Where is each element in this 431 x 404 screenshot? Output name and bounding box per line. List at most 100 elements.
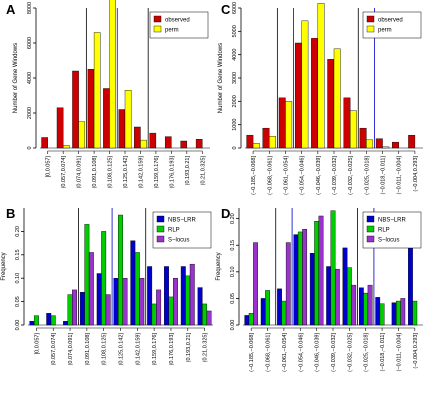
bar — [359, 127, 367, 149]
x-tick-label: (0.125,0.142] — [123, 156, 129, 189]
bar — [62, 145, 70, 149]
y-tick-label: 0.10 — [15, 273, 21, 284]
bar — [253, 242, 258, 326]
legend-entry: S−locus — [378, 238, 400, 244]
bar — [180, 140, 188, 149]
y-axis-label: Number of Gene Windows — [218, 43, 224, 113]
bar — [185, 275, 191, 326]
bar — [202, 303, 208, 326]
x-tick-label: (−0.004,0.293] — [413, 333, 419, 369]
legend-swatch — [156, 235, 165, 243]
bar — [349, 110, 357, 149]
bar — [172, 278, 178, 326]
legend-entry: perm — [378, 28, 392, 34]
bar — [113, 278, 119, 326]
bar — [327, 59, 335, 149]
legend-entry: perm — [165, 28, 179, 34]
bar — [149, 132, 157, 149]
legend-swatch — [366, 215, 375, 223]
bar — [412, 300, 418, 326]
panel-label: D — [221, 206, 230, 221]
y-tick-label: 4000 — [232, 49, 238, 61]
legend-entry: observed — [165, 18, 190, 24]
bar — [164, 136, 172, 149]
x-tick-label: (0.142,0.159] — [138, 156, 144, 189]
x-tick-label: (0.091,0.108] — [92, 156, 98, 189]
legend-box — [149, 11, 209, 39]
bar — [134, 252, 140, 326]
x-tick-label: (0.057,0.074] — [51, 333, 57, 366]
bar — [147, 266, 153, 326]
bar — [67, 294, 73, 326]
bar — [180, 266, 186, 326]
x-tick-label: (−0.011,−0.004] — [396, 333, 402, 372]
bar — [101, 231, 107, 326]
bar — [156, 289, 162, 326]
bar — [87, 69, 95, 149]
bar — [105, 294, 111, 326]
x-tick-label: (−0.025,−0.018] — [364, 333, 370, 372]
x-tick-label: (0.21,0.325] — [203, 333, 209, 363]
bar — [408, 247, 413, 326]
bar — [63, 321, 69, 326]
y-axis-label: Frequency — [1, 252, 7, 280]
bar — [366, 139, 374, 149]
y-tick-label: 1000 — [232, 119, 238, 131]
bar — [375, 297, 381, 326]
bar — [151, 303, 157, 326]
bar — [168, 296, 174, 326]
x-tick-label: (0.108,0.125] — [102, 333, 108, 366]
y-tick-label: 0 — [27, 146, 33, 149]
legend-swatch — [153, 15, 162, 23]
legend-entry: NBS−LRR — [168, 218, 197, 224]
bar — [309, 253, 315, 326]
x-tick-label: (−0.185,−0.068] — [249, 333, 255, 372]
x-tick-label: (0.108,0.125] — [108, 156, 114, 189]
x-tick-label: (−0.032,−0.025] — [347, 333, 353, 372]
x-tick-label: (0.21,0.325] — [200, 156, 206, 186]
bar — [122, 278, 128, 326]
x-tick-label: (0.159,0.176] — [152, 333, 158, 366]
bar — [269, 136, 276, 149]
y-tick-label: 5000 — [232, 25, 238, 37]
bar — [206, 310, 212, 326]
bar — [334, 268, 340, 326]
bar — [103, 88, 110, 149]
bar — [375, 138, 383, 149]
legend-entry: NBS−LRR — [378, 218, 407, 224]
legend-swatch — [366, 235, 375, 243]
y-tick-label: 2000 — [27, 107, 33, 119]
bar — [314, 221, 320, 326]
bar — [358, 287, 364, 326]
y-tick-label: 6000 — [27, 37, 33, 49]
bar — [278, 97, 286, 149]
bar — [134, 126, 141, 149]
x-tick-label: (−0.054,−0.046] — [300, 156, 306, 195]
bar — [343, 97, 351, 149]
panel-a: A 0 2000 4000 6000 8000 Number of Gene Windows… — [6, 0, 210, 188]
bar — [294, 42, 302, 149]
y-tick-label: 8000 — [27, 2, 33, 14]
legend-entry: observed — [378, 18, 403, 24]
y-tick-label: 0.00 — [15, 320, 21, 331]
bar — [400, 298, 406, 326]
panel-label: C — [221, 2, 231, 17]
bar — [33, 315, 39, 326]
x-tick-label: (−0.068,−0.061] — [266, 333, 272, 372]
y-tick-label: 2000 — [232, 95, 238, 107]
x-tick-label: (0.193,0.21] — [185, 156, 191, 186]
x-tick-label: (0.125,0.142] — [119, 333, 125, 366]
bar — [265, 290, 270, 326]
bar — [46, 313, 52, 326]
bar — [311, 38, 319, 149]
bar — [96, 273, 102, 326]
bar — [408, 134, 416, 149]
x-tick-label: (−0.039,−0.032] — [331, 333, 337, 372]
bar — [391, 302, 397, 326]
bar — [333, 48, 341, 149]
y-axis-label: Number of Gene Windows — [13, 43, 19, 113]
x-tick-label: (−0.054,−0.046] — [298, 333, 304, 372]
bar — [262, 127, 270, 149]
y-tick-label: 0 — [232, 146, 238, 149]
